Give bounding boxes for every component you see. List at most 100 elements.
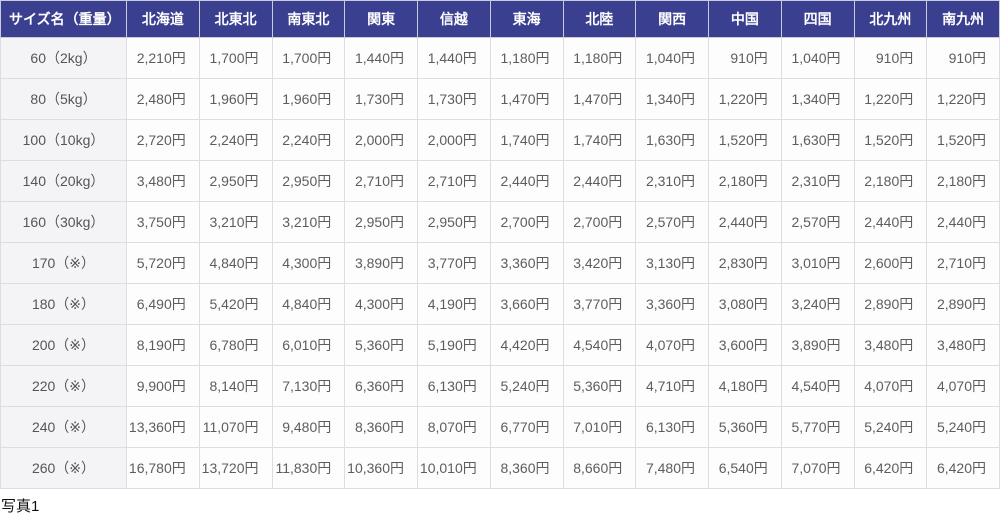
price-cell: 4,190円: [417, 283, 491, 325]
price-cell: 5,420円: [198, 283, 273, 325]
price-cell: 2,890円: [853, 283, 928, 325]
price-cell: 4,070円: [926, 365, 1000, 407]
price-cell: 2,180円: [708, 160, 782, 202]
price-cell: 5,240円: [853, 406, 928, 448]
price-cell: 1,220円: [853, 78, 928, 120]
size-cell: 60（2kg）: [0, 37, 127, 79]
price-cell: 6,780円: [198, 324, 273, 366]
price-cell: 2,570円: [635, 201, 709, 243]
price-cell: 2,440円: [708, 201, 782, 243]
price-cell: 3,360円: [489, 242, 564, 284]
size-cell: 160（30kg）: [0, 201, 127, 243]
price-cell: 6,490円: [126, 283, 200, 325]
price-cell: 4,710円: [635, 365, 709, 407]
price-cell: 1,180円: [562, 37, 637, 79]
price-cell: 1,740円: [489, 119, 564, 161]
price-cell: 2,210円: [126, 37, 200, 79]
price-cell: 2,720円: [126, 119, 200, 161]
price-cell: 4,180円: [708, 365, 782, 407]
price-cell: 5,240円: [489, 365, 564, 407]
region-column-header: 関西: [635, 0, 709, 38]
price-cell: 1,520円: [853, 119, 928, 161]
region-column-header: 北陸: [562, 0, 637, 38]
price-cell: 3,480円: [926, 324, 1000, 366]
region-column-header: 北九州: [853, 0, 928, 38]
price-cell: 2,440円: [853, 201, 928, 243]
price-cell: 2,480円: [126, 78, 200, 120]
region-column-header: 信越: [417, 0, 491, 38]
price-cell: 3,480円: [126, 160, 200, 202]
price-cell: 8,660円: [562, 447, 637, 489]
price-cell: 2,440円: [489, 160, 564, 202]
price-cell: 2,570円: [780, 201, 855, 243]
price-cell: 2,950円: [417, 201, 491, 243]
price-cell: 3,480円: [853, 324, 928, 366]
price-cell: 2,440円: [562, 160, 637, 202]
price-cell: 9,480円: [271, 406, 346, 448]
price-cell: 1,700円: [198, 37, 273, 79]
region-column-header: 東海: [489, 0, 564, 38]
price-cell: 2,700円: [562, 201, 637, 243]
price-cell: 6,540円: [708, 447, 782, 489]
price-cell: 910円: [926, 37, 1000, 79]
price-cell: 6,360円: [344, 365, 418, 407]
price-cell: 13,360円: [126, 406, 200, 448]
region-column-header: 中国: [708, 0, 782, 38]
price-cell: 3,010円: [780, 242, 855, 284]
price-cell: 3,420円: [562, 242, 637, 284]
price-cell: 5,770円: [780, 406, 855, 448]
price-cell: 1,960円: [271, 78, 346, 120]
region-column-header: 北海道: [126, 0, 200, 38]
table-row: 180（※） 6,490円 5,420円 4,840円 4,300円 4,190円 3,66…: [0, 283, 1000, 325]
price-cell: 3,360円: [635, 283, 709, 325]
size-cell: 170（※）: [0, 242, 127, 284]
price-cell: 6,010円: [271, 324, 346, 366]
price-cell: 1,440円: [344, 37, 418, 79]
price-cell: 2,950円: [271, 160, 346, 202]
price-cell: 2,180円: [853, 160, 928, 202]
price-cell: 4,420円: [489, 324, 564, 366]
price-cell: 3,600円: [708, 324, 782, 366]
price-cell: 5,240円: [926, 406, 1000, 448]
price-cell: 2,310円: [780, 160, 855, 202]
price-cell: 8,360円: [344, 406, 418, 448]
price-cell: 2,000円: [344, 119, 418, 161]
price-cell: 5,720円: [126, 242, 200, 284]
price-cell: 5,190円: [417, 324, 491, 366]
price-cell: 2,950円: [198, 160, 273, 202]
price-cell: 8,360円: [489, 447, 564, 489]
price-cell: 2,240円: [271, 119, 346, 161]
price-cell: 1,340円: [780, 78, 855, 120]
price-cell: 2,710円: [417, 160, 491, 202]
price-cell: 1,220円: [708, 78, 782, 120]
price-cell: 2,950円: [344, 201, 418, 243]
size-cell: 140（20kg）: [0, 160, 127, 202]
table-row: 240（※） 13,360円 11,070円 9,480円 8,360円 8,070円 6,…: [0, 406, 1000, 448]
price-cell: 4,070円: [635, 324, 709, 366]
price-cell: 3,210円: [271, 201, 346, 243]
price-cell: 6,770円: [489, 406, 564, 448]
price-cell: 1,040円: [635, 37, 709, 79]
price-cell: 3,770円: [417, 242, 491, 284]
price-cell: 2,710円: [926, 242, 1000, 284]
price-cell: 2,440円: [926, 201, 1000, 243]
price-cell: 7,130円: [271, 365, 346, 407]
price-cell: 3,890円: [344, 242, 418, 284]
price-cell: 2,830円: [708, 242, 782, 284]
photo-caption: 写真1: [1, 498, 40, 515]
price-cell: 8,140円: [198, 365, 273, 407]
price-cell: 4,300円: [271, 242, 346, 284]
price-cell: 6,420円: [853, 447, 928, 489]
price-cell: 3,130円: [635, 242, 709, 284]
price-cell: 1,960円: [198, 78, 273, 120]
price-cell: 5,360円: [708, 406, 782, 448]
price-cell: 3,750円: [126, 201, 200, 243]
price-cell: 9,900円: [126, 365, 200, 407]
table-row: 260（※） 16,780円 13,720円 11,830円 10,360円 10,010…: [0, 447, 1000, 489]
price-cell: 1,340円: [635, 78, 709, 120]
price-cell: 3,890円: [780, 324, 855, 366]
price-cell: 7,480円: [635, 447, 709, 489]
price-cell: 2,700円: [489, 201, 564, 243]
price-cell: 1,180円: [489, 37, 564, 79]
price-cell: 8,190円: [126, 324, 200, 366]
